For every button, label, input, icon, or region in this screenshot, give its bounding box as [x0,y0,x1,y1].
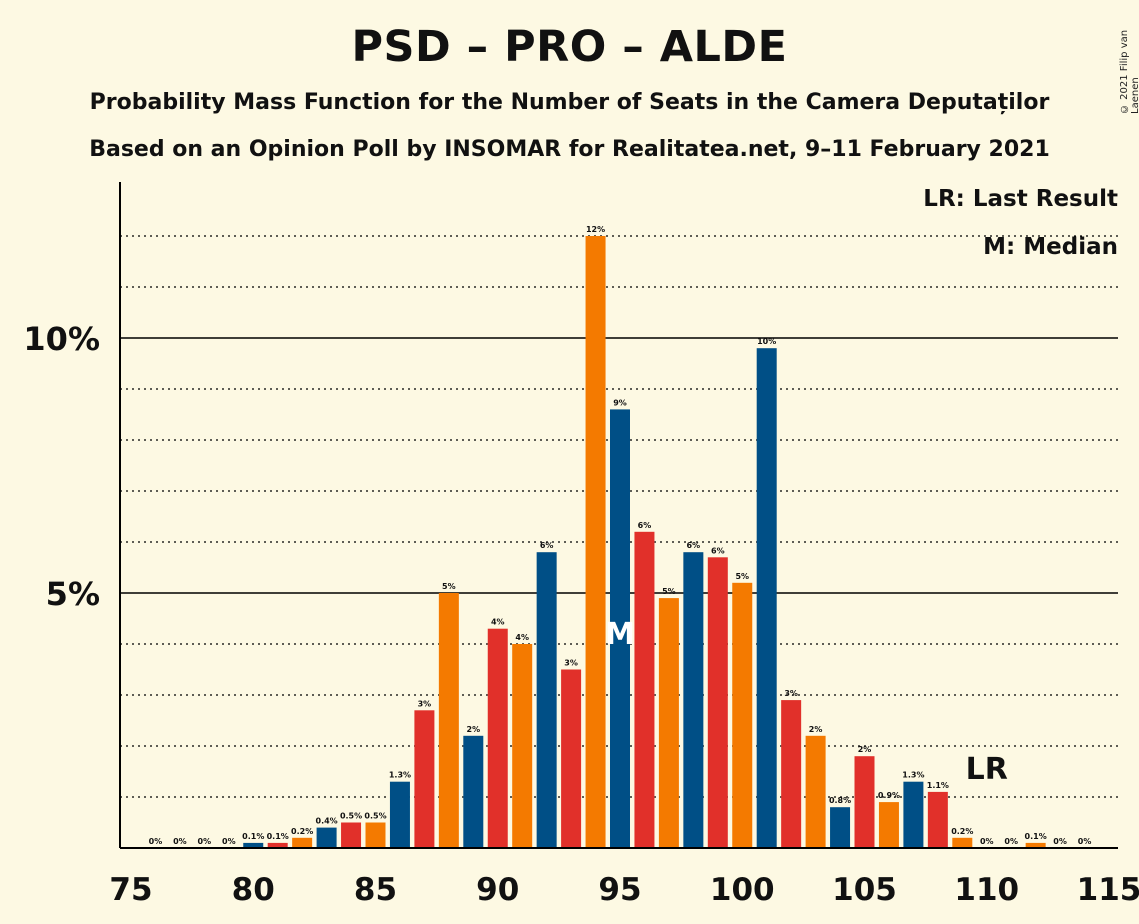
bar-seat-95 [610,409,630,848]
bar-seat-87 [414,710,435,848]
bar-seat-91 [512,644,533,848]
bar-seat-100 [732,582,753,848]
bar-label-seat-91: 4% [515,633,529,642]
bar-label-seat-83: 0.4% [316,817,338,826]
legend-median: M: Median [983,234,1118,260]
bar-label-seat-95: 9% [613,398,627,407]
x-tick-label: 95 [598,872,641,908]
bar-label-seat-89: 2% [467,725,481,734]
bar-seat-92 [536,552,557,848]
bar-label-seat-104: 0.8% [829,796,851,805]
bar-seat-80 [243,842,264,848]
bar-label-seat-92: 6% [540,541,554,550]
bar-seat-108 [927,791,948,848]
bar-label-seat-86: 1.3% [389,771,411,780]
bar-seat-105 [854,756,875,848]
bar-seat-84 [341,822,362,848]
bar-label-seat-94: 12% [586,225,605,234]
bar-label-seat-111: 0% [1004,837,1018,846]
bar-label-seat-77: 0% [173,837,187,846]
bar-label-seat-98: 6% [687,541,701,550]
bar-seat-88 [438,593,459,848]
bar-label-seat-87: 3% [418,699,432,708]
bar-label-seat-88: 5% [442,582,456,591]
bar-label-seat-93: 3% [564,659,578,668]
bar-label-seat-100: 5% [735,572,749,581]
chart-subtitle: Probability Mass Function for the Number… [89,90,1050,115]
bar-label-seat-109: 0.2% [951,827,973,836]
bar-seat-81 [267,842,288,848]
bar-seat-94 [585,236,606,848]
x-tick-label: 115 [1077,872,1139,908]
bar-label-seat-112: 0.1% [1025,832,1047,841]
x-tick-label: 90 [476,872,519,908]
bar-seat-83 [316,827,337,848]
x-tick-label: 105 [832,872,897,908]
bar-seat-107 [903,781,924,848]
bar-label-seat-79: 0% [222,837,236,846]
y-tick-label: 10% [23,320,100,358]
bar-label-seat-76: 0% [149,837,163,846]
bar-label-seat-110: 0% [980,837,994,846]
bar-seat-104 [830,807,851,848]
bar-seat-112 [1025,842,1046,848]
bar-seat-93 [561,669,582,848]
bar-label-seat-107: 1.3% [902,771,924,780]
bar-seat-102 [781,700,802,848]
bar-label-seat-85: 0.5% [364,812,386,821]
bar-seat-96 [634,531,655,848]
x-tick-label: 85 [354,872,397,908]
bar-label-seat-78: 0% [198,837,212,846]
bar-seat-98 [683,552,704,848]
bar-label-seat-108: 1.1% [927,781,949,790]
chart-source: Based on an Opinion Poll by INSOMAR for … [89,137,1050,162]
bar-seat-89 [463,735,484,848]
bar-label-seat-81: 0.1% [267,832,289,841]
bar-label-seat-80: 0.1% [242,832,264,841]
bar-label-seat-90: 4% [491,618,505,627]
last-result-marker: LR [966,752,1008,787]
x-tick-label: 100 [710,872,775,908]
bar-label-seat-99: 6% [711,546,725,555]
bar-label-seat-102: 3% [784,689,798,698]
y-tick-label: 5% [46,575,100,613]
chart-title: PSD – PRO – ALDE [351,22,788,72]
bar-label-seat-105: 2% [858,745,872,754]
bar-seat-82 [292,837,313,848]
bar-label-seat-113: 0% [1053,837,1067,846]
bar-seat-103 [805,735,826,848]
bar-label-seat-103: 2% [809,725,823,734]
bar-seat-101 [756,348,777,848]
bar-label-seat-97: 5% [662,587,676,596]
bar-label-seat-106: 0.9% [878,791,900,800]
bar-seat-109 [952,837,973,848]
bar-seat-99 [707,557,728,848]
x-tick-label: 110 [954,872,1019,908]
bar-seat-106 [878,802,899,848]
bar-label-seat-101: 10% [757,337,776,346]
bar-seat-90 [487,628,508,848]
bar-seat-85 [365,822,386,848]
bar-seat-97 [658,598,679,848]
bar-label-seat-96: 6% [638,521,652,530]
x-tick-label: 75 [109,872,152,908]
bar-label-seat-114: 0% [1078,837,1092,846]
median-marker: M [605,617,635,652]
x-tick-label: 80 [232,872,275,908]
legend-last-result: LR: Last Result [923,186,1118,212]
bar-label-seat-82: 0.2% [291,827,313,836]
bar-seat-86 [389,781,410,848]
bar-label-seat-84: 0.5% [340,812,362,821]
